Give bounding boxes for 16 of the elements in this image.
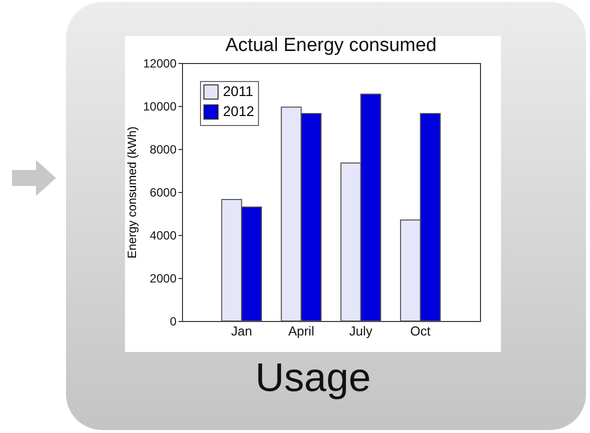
chart-title: Actual Energy consumed	[225, 35, 437, 56]
x-tick-label: July	[349, 324, 373, 338]
y-tick-label: 10000	[143, 100, 177, 114]
x-tick-label: Oct	[410, 324, 431, 338]
y-tick-label: 0	[170, 314, 177, 328]
y-tick-label: 2000	[150, 272, 177, 286]
text: Usage	[254, 356, 372, 401]
x-tick-label: April	[288, 324, 314, 338]
y-tick-label: 4000	[150, 228, 177, 242]
y-axis-title: Energy consumed (kWh)	[125, 126, 140, 259]
y-tick-label: 8000	[150, 142, 177, 156]
y-tick-label: 12000	[143, 56, 177, 70]
y-tick-label: 6000	[150, 186, 177, 200]
legend-label: 2011	[223, 83, 254, 99]
legend-label: 2012	[223, 103, 254, 119]
x-tick-label: Jan	[231, 324, 252, 338]
